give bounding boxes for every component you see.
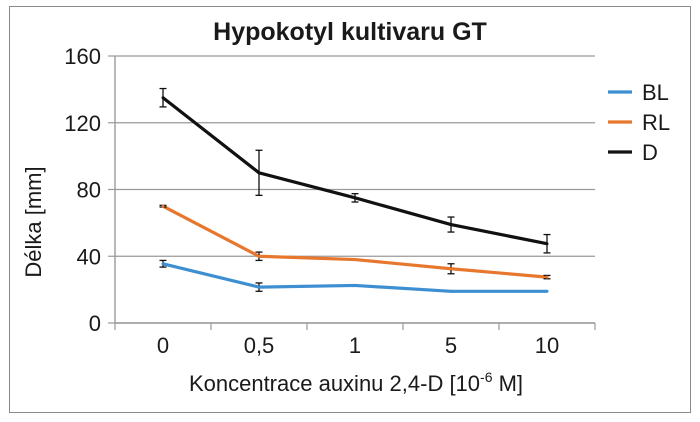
y-tick-label: 40 bbox=[77, 244, 101, 269]
legend-label: D bbox=[642, 140, 658, 165]
series-line-bl bbox=[162, 262, 547, 293]
x-tick-label: 1 bbox=[349, 333, 361, 358]
data-point-bl bbox=[353, 283, 357, 287]
x-axis-label-main: Koncentrace auxinu 2,4-D [10 bbox=[189, 371, 480, 396]
x-axis-label-sup: -6 bbox=[480, 369, 493, 385]
data-point-rl bbox=[449, 267, 453, 271]
data-point-rl bbox=[353, 258, 357, 262]
x-tick-label: 0,5 bbox=[244, 333, 275, 358]
legend-item-rl: RL bbox=[608, 110, 670, 135]
series-group bbox=[159, 87, 551, 293]
data-point-rl bbox=[257, 254, 261, 258]
gridlines bbox=[115, 55, 595, 324]
y-tick-label: 80 bbox=[77, 178, 101, 203]
data-point-bl bbox=[449, 289, 453, 293]
legend-label: RL bbox=[642, 110, 670, 135]
data-point-d bbox=[353, 196, 357, 200]
legend-label: BL bbox=[642, 80, 669, 105]
x-axis-label: Koncentrace auxinu 2,4-D [10-6 M] bbox=[189, 369, 523, 396]
x-axis-label-end: M] bbox=[492, 371, 523, 396]
legend-item-d: D bbox=[608, 140, 658, 165]
data-point-d bbox=[545, 242, 549, 246]
x-axis: 0 0,5 1 5 10 bbox=[114, 56, 596, 358]
y-tick-label: 120 bbox=[64, 111, 101, 136]
chart-title: Hypokotyl kultivaru GT bbox=[213, 18, 487, 46]
y-tick-label: 0 bbox=[89, 311, 101, 336]
y-axis-ticks: 0 40 80 120 160 bbox=[64, 44, 115, 336]
data-point-rl bbox=[545, 275, 549, 279]
legend: BL RL D bbox=[608, 80, 670, 165]
chart-frame bbox=[9, 6, 691, 413]
y-tick-label: 160 bbox=[64, 44, 101, 69]
data-point-bl bbox=[161, 262, 165, 266]
data-point-d bbox=[161, 96, 165, 100]
data-point-rl bbox=[161, 204, 165, 208]
data-point-d bbox=[449, 223, 453, 227]
y-axis-label: Délka [mm] bbox=[21, 166, 46, 277]
data-point-bl bbox=[257, 285, 261, 289]
legend-item-bl: BL bbox=[608, 80, 669, 105]
data-point-d bbox=[257, 171, 261, 175]
data-point-bl bbox=[545, 289, 549, 293]
x-tick-label: 5 bbox=[445, 333, 457, 358]
x-tick-label: 0 bbox=[157, 333, 169, 358]
series-line-rl bbox=[162, 204, 548, 279]
x-tick-label: 10 bbox=[535, 333, 559, 358]
series-line-d bbox=[162, 96, 548, 246]
